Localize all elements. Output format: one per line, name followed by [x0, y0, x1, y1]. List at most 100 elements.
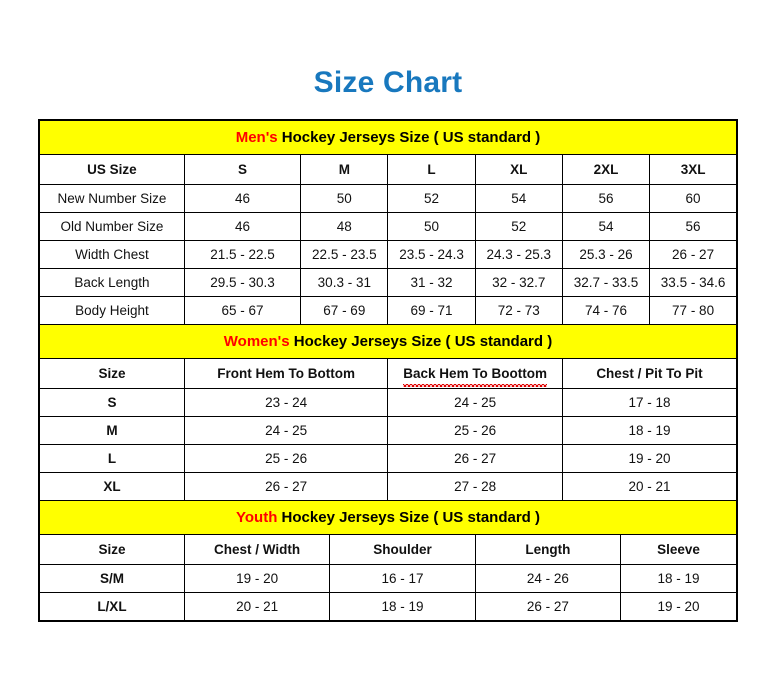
table-cell: 50: [300, 184, 389, 213]
size-chart-table-wrap: Men's Hockey Jerseys Size ( US standard …: [38, 119, 738, 622]
table-cell: 24 - 25: [387, 388, 563, 417]
table-row: Body Height 65 - 67 67 - 69 69 - 71 72 - 73 7…: [38, 296, 738, 325]
table-row: L 25 - 26 26 - 27 19 - 20: [38, 444, 738, 473]
table-cell: 26 - 27: [183, 472, 389, 501]
table-row: Back Length 29.5 - 30.3 30.3 - 31 31 - 32 32…: [38, 268, 738, 297]
table-cell: 24.3 - 25.3: [474, 240, 563, 269]
column-header-cell: 2XL: [561, 154, 651, 185]
table-cell: 19 - 20: [183, 564, 331, 593]
table-cell: 18 - 19: [620, 564, 738, 593]
table-cell: 29.5 - 30.3: [183, 268, 302, 297]
row-label-cell: L: [38, 444, 185, 473]
section-banner-accent: Women's: [223, 333, 290, 350]
table-cell: 21.5 - 22.5: [183, 240, 302, 269]
table-cell: 19 - 20: [620, 592, 738, 622]
section-banner-cell: Youth Hockey Jerseys Size ( US standard …: [38, 500, 738, 535]
column-header-cell: US Size: [38, 154, 185, 185]
table-cell: 72 - 73: [474, 296, 563, 325]
column-header-row-youth: Size Chest / Width Shoulder Length Sleeve: [38, 534, 738, 565]
row-label-cell: Old Number Size: [38, 212, 185, 241]
table-cell: 65 - 67: [183, 296, 302, 325]
table-cell: 18 - 19: [329, 592, 476, 622]
column-header-cell: Size: [38, 358, 185, 389]
table-cell: 26 - 27: [387, 444, 563, 473]
section-banner-mens: Men's Hockey Jerseys Size ( US standard …: [38, 119, 738, 155]
section-banner-text: Hockey Jerseys Size ( US standard ): [277, 509, 540, 526]
misspelled-word: Back Hem To Boottom: [403, 359, 547, 388]
section-banner-cell: Women's Hockey Jerseys Size ( US standar…: [38, 324, 738, 359]
row-label-cell: M: [38, 416, 185, 445]
table-cell: 56: [649, 212, 738, 241]
table-row: New Number Size 46 50 52 54 56 60: [38, 184, 738, 213]
row-label-cell: S/M: [38, 564, 185, 593]
table-cell: 31 - 32: [387, 268, 476, 297]
table-row: Old Number Size 46 48 50 52 54 56: [38, 212, 738, 241]
page-title: Size Chart: [313, 66, 463, 99]
table-cell: 26 - 27: [474, 592, 622, 622]
column-header-cell: L: [387, 154, 476, 185]
column-header-cell: 3XL: [649, 154, 738, 185]
column-header-cell: Shoulder: [329, 534, 476, 565]
table-cell: 27 - 28: [387, 472, 563, 501]
column-header-cell: Chest / Pit To Pit: [561, 358, 738, 389]
row-label-cell: Body Height: [38, 296, 185, 325]
table-cell: 54: [561, 212, 651, 241]
table-cell: 32 - 32.7: [474, 268, 563, 297]
table-cell: 50: [387, 212, 476, 241]
table-row: M 24 - 25 25 - 26 18 - 19: [38, 416, 738, 445]
table-cell: 33.5 - 34.6: [649, 268, 738, 297]
column-header-row-mens: US Size S M L XL 2XL 3XL: [38, 154, 738, 185]
table-row: Width Chest 21.5 - 22.5 22.5 - 23.5 23.5 - …: [38, 240, 738, 269]
table-cell: 25.3 - 26: [561, 240, 651, 269]
table-cell: 52: [474, 212, 563, 241]
table-cell: 46: [183, 184, 302, 213]
table-cell: 56: [561, 184, 651, 213]
table-cell: 48: [300, 212, 389, 241]
row-label-cell: Width Chest: [38, 240, 185, 269]
table-cell: 30.3 - 31: [300, 268, 389, 297]
table-cell: 77 - 80: [649, 296, 738, 325]
table-cell: 23 - 24: [183, 388, 389, 417]
row-label-cell: S: [38, 388, 185, 417]
section-banner-accent: Men's: [235, 129, 278, 146]
table-cell: 25 - 26: [183, 444, 389, 473]
table-cell: 54: [474, 184, 563, 213]
row-label-cell: New Number Size: [38, 184, 185, 213]
section-banner-womens: Women's Hockey Jerseys Size ( US standar…: [38, 324, 738, 359]
table-cell: 20 - 21: [561, 472, 738, 501]
row-label-cell: XL: [38, 472, 185, 501]
table-cell: 23.5 - 24.3: [387, 240, 476, 269]
column-header-cell: S: [183, 154, 302, 185]
section-banner-text: Hockey Jerseys Size ( US standard ): [277, 129, 541, 146]
table-row: L/XL 20 - 21 18 - 19 26 - 27 19 - 20: [38, 592, 738, 622]
column-header-row-womens: Size Front Hem To Bottom Back Hem To Boott…: [38, 358, 738, 389]
table-cell: 67 - 69: [300, 296, 389, 325]
column-header-cell: XL: [474, 154, 563, 185]
table-cell: 18 - 19: [561, 416, 738, 445]
row-label-cell: Back Length: [38, 268, 185, 297]
section-banner-accent: Youth: [236, 509, 278, 526]
table-cell: 22.5 - 23.5: [300, 240, 389, 269]
row-label-cell: L/XL: [38, 592, 185, 622]
section-banner-text: Hockey Jerseys Size ( US standard ): [289, 333, 553, 350]
table-cell: 19 - 20: [561, 444, 738, 473]
column-header-cell: Size: [38, 534, 185, 565]
section-banner-youth: Youth Hockey Jerseys Size ( US standard …: [38, 500, 738, 535]
table-cell: 32.7 - 33.5: [561, 268, 651, 297]
table-cell: 52: [387, 184, 476, 213]
column-header-cell: M: [300, 154, 389, 185]
table-cell: 26 - 27: [649, 240, 738, 269]
table-row: XL 26 - 27 27 - 28 20 - 21: [38, 472, 738, 501]
column-header-cell: Back Hem To Boottom: [387, 358, 563, 389]
table-cell: 17 - 18: [561, 388, 738, 417]
column-header-cell: Length: [474, 534, 622, 565]
table-cell: 74 - 76: [561, 296, 651, 325]
size-chart-table: Men's Hockey Jerseys Size ( US standard …: [38, 119, 738, 622]
table-cell: 46: [183, 212, 302, 241]
table-row: S/M 19 - 20 16 - 17 24 - 26 18 - 19: [38, 564, 738, 593]
table-cell: 16 - 17: [329, 564, 476, 593]
table-row: S 23 - 24 24 - 25 17 - 18: [38, 388, 738, 417]
section-banner-cell: Men's Hockey Jerseys Size ( US standard …: [38, 119, 738, 155]
table-cell: 20 - 21: [183, 592, 331, 622]
